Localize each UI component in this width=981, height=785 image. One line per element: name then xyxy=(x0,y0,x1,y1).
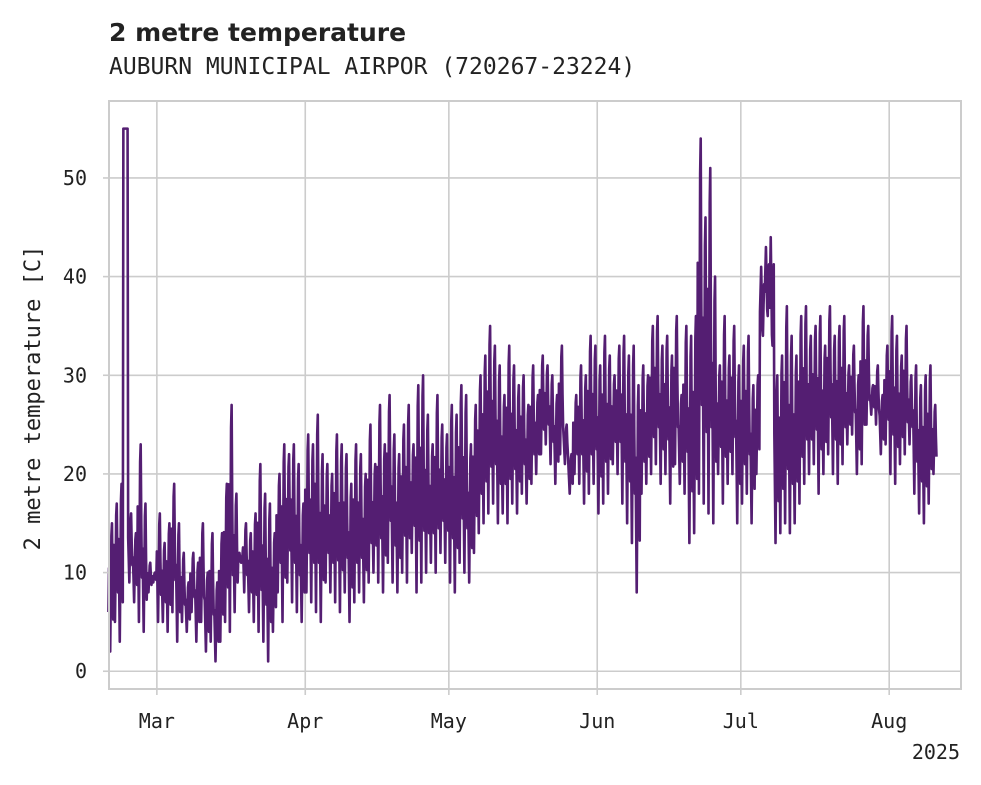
plot-frame xyxy=(108,100,962,690)
x-tick-label: Jun xyxy=(579,709,615,733)
y-axis-label: 2 metre temperature [C] xyxy=(21,246,46,551)
y-tick-labels: 0 10 20 30 40 50 xyxy=(63,166,109,683)
y-tick-label: 0 xyxy=(75,659,87,683)
x-tick-label: Mar xyxy=(139,709,175,733)
x-tick-label: Jul xyxy=(723,709,759,733)
y-tick-label: 30 xyxy=(63,363,87,387)
x-tick-labels: Mar Apr May Jun Jul Aug xyxy=(139,689,907,733)
x-tick-label: May xyxy=(431,709,467,733)
x-tick-label: Apr xyxy=(287,709,323,733)
x-axis-year-label: 2025 xyxy=(912,740,960,764)
y-tick-label: 50 xyxy=(63,166,87,190)
temperature-series-line xyxy=(107,127,938,663)
chart-title: 2 metre temperature xyxy=(109,18,406,47)
chart-subtitle: AUBURN MUNICIPAL AIRPOR (720267-23224) xyxy=(109,54,635,80)
y-tick-label: 20 xyxy=(63,462,87,486)
y-tick-label: 40 xyxy=(63,265,87,289)
x-tick-label: Aug xyxy=(871,709,907,733)
series-line-group xyxy=(107,127,938,663)
y-tick-label: 10 xyxy=(63,561,87,585)
